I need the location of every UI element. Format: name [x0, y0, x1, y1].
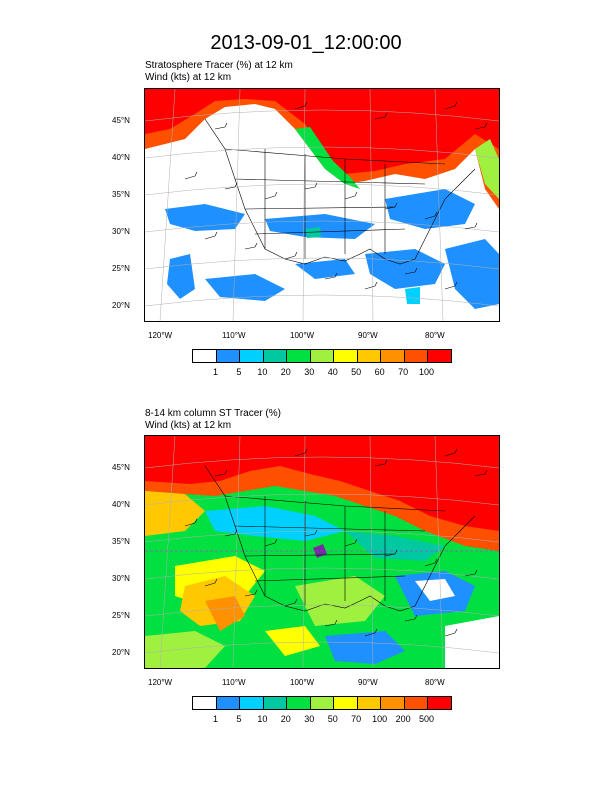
colorbar-swatch — [404, 350, 429, 362]
colorbar-label: 10 — [257, 714, 268, 724]
colorbar-label: 1 — [212, 367, 218, 377]
colorbar-swatch — [287, 350, 311, 362]
colorbar-label: 20 — [280, 714, 291, 724]
panel1-lat-label: 30°N — [112, 227, 130, 236]
colorbar-swatch — [193, 697, 217, 709]
colorbar-swatch — [357, 350, 382, 362]
colorbar-swatch — [381, 350, 405, 362]
panel1-colorbar — [192, 349, 452, 363]
colorbar-label: 100 — [419, 367, 435, 377]
colorbar-swatch — [310, 350, 335, 362]
colorbar-label: 70 — [351, 714, 362, 724]
colorbar-label: 70 — [398, 367, 409, 377]
colorbar-swatch — [216, 697, 241, 709]
panel2-lon-label: 80°W — [425, 678, 445, 687]
panel1-lon-label: 80°W — [425, 331, 445, 340]
colorbar-swatch — [357, 697, 382, 709]
colorbar-label: 50 — [327, 714, 338, 724]
panel1-subtitle-line1: Stratosphere Tracer (%) at 12 km — [145, 60, 293, 71]
colorbar-label: 100 — [372, 714, 388, 724]
colorbar-swatch — [334, 697, 358, 709]
colorbar-swatch — [193, 350, 217, 362]
colorbar-swatch — [310, 697, 335, 709]
colorbar-swatch — [263, 350, 288, 362]
colorbar-swatch — [428, 697, 452, 709]
page-title: 2013-09-01_12:00:00 — [210, 32, 402, 54]
panel1-lon-label: 110°W — [222, 331, 246, 340]
panel2-lat-label: 40°N — [112, 500, 130, 509]
colorbar-swatch — [240, 350, 264, 362]
colorbar-swatch — [334, 350, 358, 362]
colorbar-swatch — [404, 697, 429, 709]
panel1-subtitle: Stratosphere Tracer (%) at 12 km Wind (k… — [145, 60, 293, 84]
colorbar-swatch — [287, 697, 311, 709]
panel2-lon-label: 120°W — [148, 678, 173, 687]
colorbar-label: 5 — [236, 367, 242, 377]
panel2-lat-label: 30°N — [112, 574, 130, 583]
colorbar-label: 50 — [351, 367, 362, 377]
panel2-lat-label: 35°N — [112, 537, 130, 546]
panel2-lon-label: 90°W — [358, 678, 378, 687]
panel2-map — [144, 435, 500, 669]
panel1-map-image — [145, 89, 499, 321]
colorbar-swatch — [428, 350, 452, 362]
panel2-subtitle-line1: 8-14 km column ST Tracer (%) — [145, 408, 281, 419]
colorbar-label: 1 — [212, 714, 218, 724]
colorbar-label: 30 — [304, 714, 315, 724]
colorbar-swatch — [216, 350, 241, 362]
panel2-lat-label: 20°N — [112, 648, 130, 657]
panel2-lon-label: 110°W — [222, 678, 246, 687]
panel1-lon-label: 100°W — [290, 331, 315, 340]
panel1-lat-label: 20°N — [112, 301, 130, 310]
colorbar-swatch — [381, 697, 405, 709]
colorbar-label: 60 — [374, 367, 385, 377]
panel1-lon-label: 120°W — [148, 331, 173, 340]
panel2-lat-label: 25°N — [112, 611, 130, 620]
panel2-subtitle-line2: Wind (kts) at 12 km — [145, 420, 232, 431]
colorbar-label: 40 — [327, 367, 338, 377]
colorbar-label: 200 — [395, 714, 411, 724]
colorbar-label: 20 — [280, 367, 291, 377]
panel2-map-image — [145, 436, 499, 668]
panel1-lat-label: 40°N — [112, 153, 130, 162]
panel2-subtitle: 8-14 km column ST Tracer (%) Wind (kts) … — [145, 408, 281, 432]
panel2-colorbar — [192, 696, 452, 710]
colorbar-label: 30 — [304, 367, 315, 377]
panel2-lon-label: 100°W — [290, 678, 315, 687]
panel1-lon-label: 90°W — [358, 331, 378, 340]
panel1-lat-label: 45°N — [112, 116, 130, 125]
panel1-lat-label: 35°N — [112, 190, 130, 199]
panel1-subtitle-line2: Wind (kts) at 12 km — [145, 72, 232, 83]
colorbar-label: 5 — [236, 714, 242, 724]
panel1-lat-label: 25°N — [112, 264, 130, 273]
colorbar-label: 500 — [419, 714, 435, 724]
colorbar-swatch — [263, 697, 288, 709]
colorbar-label: 10 — [257, 367, 268, 377]
panel1-map — [144, 88, 500, 322]
panel2-lat-label: 45°N — [112, 463, 130, 472]
colorbar-swatch — [240, 697, 264, 709]
